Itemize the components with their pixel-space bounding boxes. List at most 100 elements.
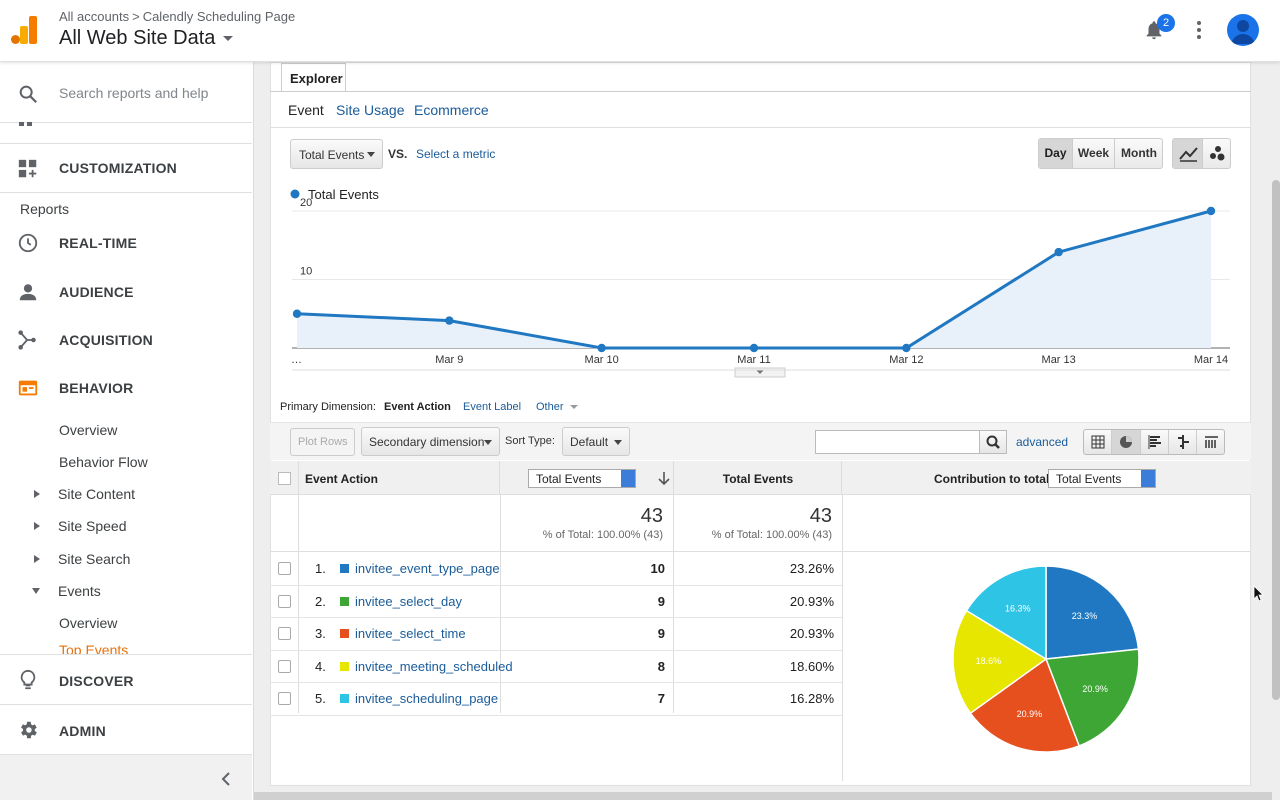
pie-slice[interactable] [1044, 648, 1140, 747]
divider [0, 654, 252, 655]
row-checkbox[interactable] [278, 627, 291, 640]
row-checkbox[interactable] [278, 659, 291, 673]
subtab-ecommerce[interactable]: Ecommerce [414, 102, 489, 118]
event-action-link[interactable]: invitee_select_day [355, 593, 462, 609]
sidebar-item-behavior[interactable]: BEHAVIOR [0, 364, 252, 412]
motion-chart-button[interactable] [1203, 139, 1231, 168]
sidebar-item-behavior-flow[interactable]: Behavior Flow [59, 454, 148, 470]
sidebar-item-label: CUSTOMIZATION [59, 160, 177, 176]
person-icon [19, 284, 37, 301]
summary-percent: % of Total: 100.00% (43) [711, 529, 832, 541]
plot-rows-button[interactable]: Plot Rows [290, 428, 355, 456]
chevron-updown-icon [621, 470, 635, 487]
chevron-updown-icon [1141, 470, 1155, 487]
sort-down-arrow-icon[interactable] [658, 472, 670, 485]
sidebar-item-events-overview[interactable]: Overview [59, 615, 118, 631]
sidebar-item-realtime[interactable]: REAL-TIME [0, 219, 252, 267]
x-tick-label: Mar 10 [585, 354, 619, 366]
dimension-other[interactable]: Other [536, 401, 578, 413]
sidebar-item-site-content[interactable]: Site Content [58, 486, 136, 502]
series-color-swatch [340, 629, 349, 638]
series-color-swatch [340, 596, 349, 606]
table-search-button[interactable] [979, 430, 1007, 454]
contribution-label: Contribution to total: [934, 472, 1054, 486]
performance-view-button[interactable] [1141, 430, 1169, 454]
sidebar-item-discover[interactable]: DISCOVER [0, 655, 252, 703]
vertical-scrollbar[interactable] [1272, 180, 1280, 700]
sidebar-item-top-events[interactable]: Top Events [59, 642, 128, 654]
row-number: 3. [315, 626, 326, 641]
sort-type-select[interactable]: Default [562, 427, 630, 456]
line-chart-button[interactable] [1173, 139, 1203, 168]
more-options-icon[interactable] [1189, 18, 1209, 42]
advanced-link[interactable]: advanced [1016, 435, 1069, 449]
comparison-view-button[interactable] [1169, 430, 1197, 454]
pie-slice[interactable] [1045, 565, 1140, 660]
month-button[interactable]: Month [1121, 146, 1157, 160]
expand-arrow-icon[interactable] [34, 522, 40, 530]
event-action-link[interactable]: invitee_meeting_scheduled [355, 658, 513, 674]
day-button[interactable]: Day [1039, 139, 1073, 168]
select-metric-link[interactable]: Select a metric [416, 147, 496, 161]
select-all-checkbox[interactable] [278, 472, 291, 485]
sidebar-item-customization[interactable]: CUSTOMIZATION [0, 144, 252, 192]
analytics-logo-icon[interactable] [11, 16, 39, 44]
table-search-input[interactable] [815, 430, 980, 454]
sidebar-item-behavior-overview[interactable]: Overview [59, 422, 118, 438]
expand-arrow-icon[interactable] [34, 490, 40, 498]
pie-slice[interactable] [952, 609, 1048, 715]
collapse-arrow-icon[interactable] [32, 588, 40, 594]
data-point [1206, 206, 1216, 216]
top-header: All accounts > Calendly Scheduling Page Al… [0, 0, 1280, 62]
sidebar-item-site-speed[interactable]: Site Speed [58, 518, 127, 534]
row-checkbox[interactable] [278, 692, 291, 705]
chevron-down-icon [484, 440, 492, 445]
event-action-link[interactable]: invitee_event_type_page [355, 561, 500, 576]
dimension-event-label[interactable]: Event Label [463, 401, 522, 413]
pie-slice[interactable] [969, 657, 1081, 753]
search-icon[interactable] [17, 83, 39, 105]
search-input[interactable]: Search reports and help [59, 85, 209, 101]
row-checkbox[interactable] [278, 562, 291, 575]
data-point [445, 316, 454, 325]
avatar[interactable] [1227, 14, 1259, 46]
x-tick-label: Mar 9 [435, 354, 463, 366]
column-header-event-action[interactable]: Event Action [305, 472, 378, 486]
secondary-dimension-select[interactable]: Secondary dimension [361, 427, 500, 456]
expand-arrow-icon[interactable] [34, 555, 40, 563]
view-selector[interactable]: All Web Site Data [59, 27, 234, 50]
data-view-button[interactable] [1084, 430, 1112, 454]
sidebar-item-audience[interactable]: AUDIENCE [0, 268, 252, 316]
pie-slice[interactable] [965, 565, 1047, 661]
sidebar-item-acquisition[interactable]: ACQUISITION [0, 316, 252, 364]
table-header-contribution: Contribution to total: Total Events [842, 461, 1251, 495]
dimension-event-action[interactable]: Event Action [384, 401, 451, 413]
horizontal-scrollbar[interactable] [254, 792, 1272, 800]
metric-column-select[interactable]: Total Events [528, 469, 636, 488]
contribution-metric-select[interactable]: Total Events [1048, 469, 1156, 488]
summary-total: 43 [809, 505, 832, 527]
percentage-view-button[interactable] [1112, 430, 1141, 454]
pivot-view-button[interactable] [1197, 430, 1225, 454]
subtab-site-usage[interactable]: Site Usage [336, 102, 405, 118]
breadcrumb-root-link[interactable]: All accounts [59, 9, 130, 24]
collapse-sidebar-icon[interactable] [220, 772, 232, 786]
event-action-link[interactable]: invitee_select_time [355, 626, 466, 641]
row-number: 1. [315, 561, 326, 576]
y-tick-label: 10 [300, 266, 312, 278]
event-action-link[interactable]: invitee_scheduling_page [355, 691, 499, 706]
row-percent: 23.26% [789, 561, 834, 576]
sidebar-item-events[interactable]: Events [58, 583, 101, 599]
x-tick-label: Mar 11 [737, 354, 770, 366]
subtab-event[interactable]: Event [288, 102, 324, 118]
column-header-total-events[interactable]: Total Events [722, 472, 794, 486]
table-header-total-events: Total Events [674, 461, 842, 495]
sidebar-item-admin[interactable]: ADMIN [0, 705, 252, 753]
y-tick-label: 20 [300, 197, 312, 209]
tab-explorer[interactable]: Explorer [281, 63, 346, 92]
metric-select[interactable]: Total Events [290, 139, 383, 169]
sidebar-item-site-search[interactable]: Site Search [58, 551, 131, 567]
breadcrumb-page[interactable]: Calendly Scheduling Page [142, 9, 296, 24]
row-checkbox[interactable] [278, 594, 291, 608]
week-button[interactable]: Week [1073, 139, 1115, 168]
